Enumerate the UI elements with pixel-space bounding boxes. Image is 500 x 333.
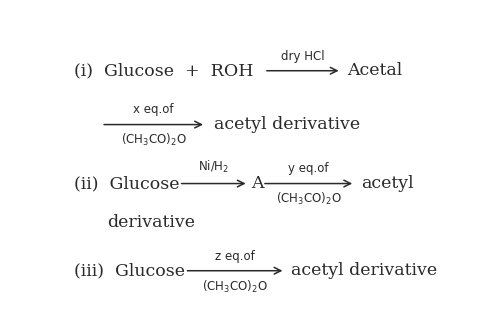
- Text: (CH$_3$CO)$_2$O: (CH$_3$CO)$_2$O: [120, 132, 186, 149]
- Text: x eq.of: x eq.of: [134, 103, 174, 116]
- Text: dry HCl: dry HCl: [281, 50, 324, 63]
- Text: (iii)  Glucose: (iii) Glucose: [74, 262, 185, 279]
- Text: (CH$_3$CO)$_2$O: (CH$_3$CO)$_2$O: [276, 191, 342, 207]
- Text: acetyl: acetyl: [361, 175, 414, 192]
- Text: A: A: [252, 175, 264, 192]
- Text: acetyl derivative: acetyl derivative: [214, 116, 360, 133]
- Text: (i)  Glucose  +  ROH: (i) Glucose + ROH: [74, 62, 254, 79]
- Text: Acetal: Acetal: [348, 62, 403, 79]
- Text: (ii)  Glucose: (ii) Glucose: [74, 175, 180, 192]
- Text: z eq.of: z eq.of: [215, 249, 255, 262]
- Text: acetyl derivative: acetyl derivative: [291, 262, 437, 279]
- Text: derivative: derivative: [107, 213, 195, 230]
- Text: Ni/H$_2$: Ni/H$_2$: [198, 159, 229, 175]
- Text: y eq.of: y eq.of: [288, 163, 329, 175]
- Text: (CH$_3$CO)$_2$O: (CH$_3$CO)$_2$O: [202, 278, 268, 294]
